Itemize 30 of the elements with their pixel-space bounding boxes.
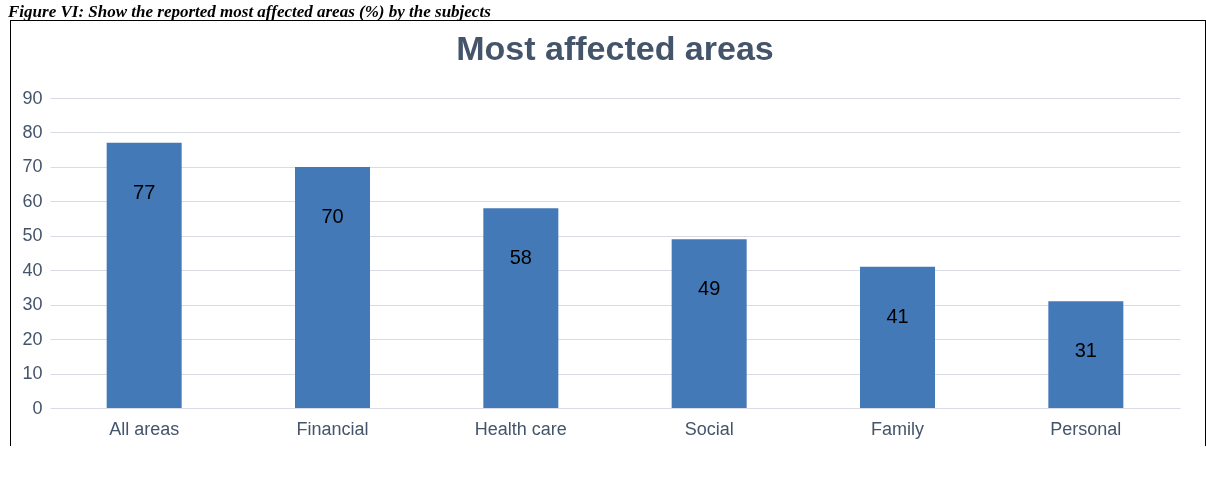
x-tick-label: Personal	[1050, 418, 1122, 439]
y-tick-label: 70	[22, 156, 43, 177]
y-tick-label: 60	[22, 190, 43, 211]
y-tick-label: 40	[22, 259, 43, 280]
data-label: 77	[133, 180, 156, 203]
y-tick-label: 50	[22, 225, 43, 246]
y-tick-label: 30	[22, 294, 43, 315]
y-tick-label: 0	[32, 397, 43, 418]
y-tick-label: 80	[22, 121, 43, 142]
x-tick-label: All areas	[109, 418, 180, 439]
data-label: 31	[1074, 339, 1097, 362]
chart-title: Most affected areas	[456, 29, 774, 67]
x-tick-label: Social	[684, 418, 734, 439]
data-label: 70	[321, 204, 344, 227]
bar	[1048, 301, 1124, 408]
bar	[671, 239, 747, 408]
bar	[295, 166, 370, 408]
data-label: 41	[886, 304, 909, 327]
text: Figure VI: Show the reported most affected areas (%) by the subjects	[8, 2, 492, 21]
bar	[106, 142, 182, 408]
data-label: 58	[509, 246, 532, 269]
bar	[860, 266, 935, 408]
x-tick-label: Financial	[296, 418, 369, 439]
x-tick-label: Family	[871, 418, 924, 439]
bar	[483, 208, 559, 408]
y-tick-label: 10	[22, 363, 43, 384]
y-tick-label: 20	[22, 328, 43, 349]
data-label: 49	[698, 277, 721, 300]
x-tick-label: Health care	[474, 418, 567, 439]
y-tick-label: 90	[22, 87, 43, 108]
